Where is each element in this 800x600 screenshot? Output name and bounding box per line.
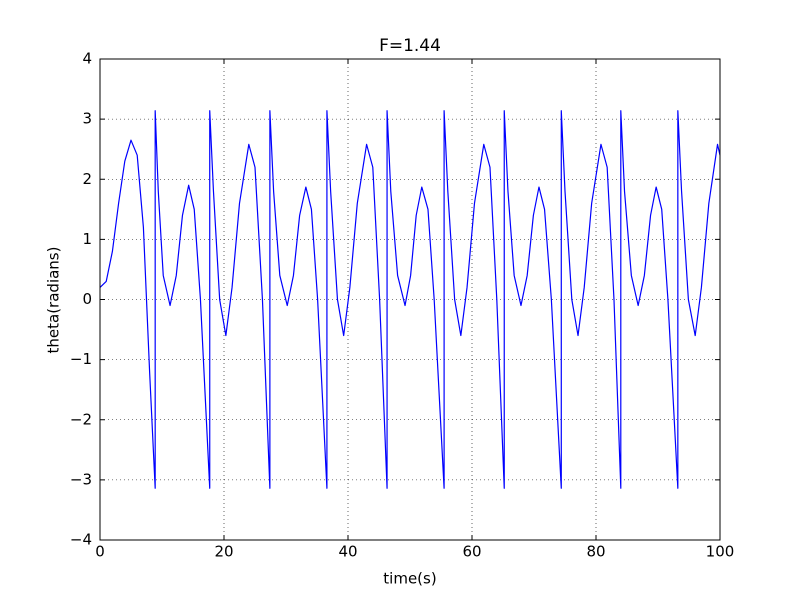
data-line — [99, 110, 721, 489]
y-tick-label: −3 — [70, 470, 92, 488]
y-tick-label: −2 — [70, 410, 92, 428]
x-tick-label: 60 — [462, 543, 481, 561]
chart-title: F=1.44 — [379, 36, 441, 56]
x-axis-label: time(s) — [383, 570, 436, 588]
y-tick-label: 0 — [82, 290, 92, 308]
y-tick-label: −4 — [70, 531, 92, 549]
plot-frame — [99, 58, 721, 541]
x-tick-label: 40 — [338, 543, 357, 561]
x-tick-label: 80 — [586, 543, 605, 561]
y-tick-label: 2 — [82, 170, 92, 188]
x-tick-label: 100 — [706, 543, 735, 561]
y-tick-label: 1 — [82, 230, 92, 248]
y-axis-label: theta(radians) — [45, 247, 63, 354]
x-tick-label: 20 — [214, 543, 233, 561]
y-tick-label: 3 — [82, 110, 92, 128]
y-tick-label: −1 — [70, 350, 92, 368]
x-tick-label: 0 — [95, 543, 105, 561]
y-tick-label: 4 — [82, 50, 92, 68]
